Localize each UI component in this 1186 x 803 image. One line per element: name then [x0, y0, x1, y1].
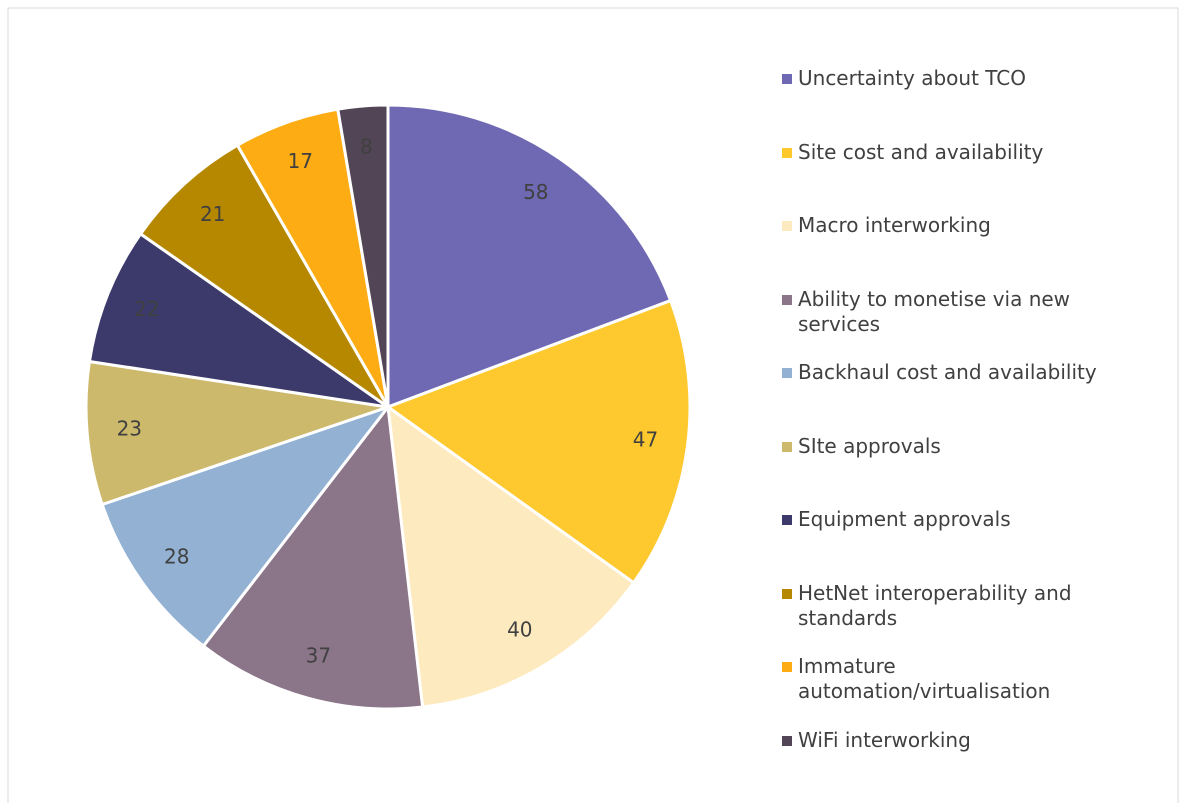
pie-slice	[84, 359, 389, 507]
legend-swatch	[782, 74, 792, 84]
legend-item: Uncertainty about TCO	[782, 66, 1142, 91]
data-label: 23	[117, 417, 142, 441]
frame	[7, 7, 1179, 803]
legend-label: HetNet interoperability and standards	[798, 580, 1072, 630]
legend-swatch	[782, 221, 792, 231]
data-label: 58	[523, 180, 548, 204]
data-label: 8	[360, 135, 373, 159]
legend-swatch	[782, 368, 792, 378]
legend-swatch	[782, 735, 792, 746]
data-label: 28	[164, 545, 189, 569]
legend-label: Backhaul cost and availability	[798, 360, 1097, 384]
legend-swatch	[782, 147, 792, 158]
data-label: 37	[306, 644, 331, 668]
legend-label: Site cost and availability	[798, 139, 1044, 164]
legend-label: Immature automation/virtualisation	[798, 654, 1051, 703]
pie-slice	[386, 403, 636, 709]
legend-item: HetNet interoperability and standards	[782, 581, 1142, 631]
legend-label: Macro interworking	[798, 213, 991, 237]
pie-slice	[138, 143, 390, 409]
legend-item: Immature automation/virtualisation	[782, 654, 1142, 704]
legend-item: Site cost and availability	[782, 140, 1142, 165]
data-label: 22	[134, 297, 159, 321]
legend-item: Macro interworking	[782, 213, 1142, 238]
legend-item: Ability to monetise via new services	[782, 287, 1142, 337]
pie-slice	[87, 231, 389, 409]
legend-swatch	[782, 294, 792, 305]
pie-slice	[201, 403, 425, 711]
pie-slice	[336, 103, 390, 408]
legend-item: SIte approvals	[782, 434, 1142, 459]
legend-swatch	[782, 662, 792, 672]
legend-label: Equipment approvals	[798, 507, 1011, 531]
legend-swatch	[782, 515, 792, 525]
data-label: 21	[200, 202, 225, 226]
legend-label: Ability to monetise via new services	[798, 286, 1071, 336]
pie-slice	[386, 103, 673, 410]
legend-swatch	[782, 588, 792, 599]
legend-swatch	[782, 441, 792, 452]
data-label: 40	[507, 617, 532, 641]
legend-label: SIte approvals	[798, 433, 941, 458]
legend-item: Backhaul cost and availability	[782, 360, 1142, 385]
pie-slice	[100, 403, 393, 649]
pie-slice	[384, 298, 692, 585]
legend-label: Uncertainty about TCO	[798, 66, 1027, 90]
legend-item: WiFi interworking	[782, 728, 1142, 753]
data-label: 17	[288, 149, 313, 173]
data-label: 47	[633, 427, 658, 451]
legend-label: WiFi interworking	[798, 727, 971, 752]
legend-item: Equipment approvals	[782, 507, 1142, 532]
